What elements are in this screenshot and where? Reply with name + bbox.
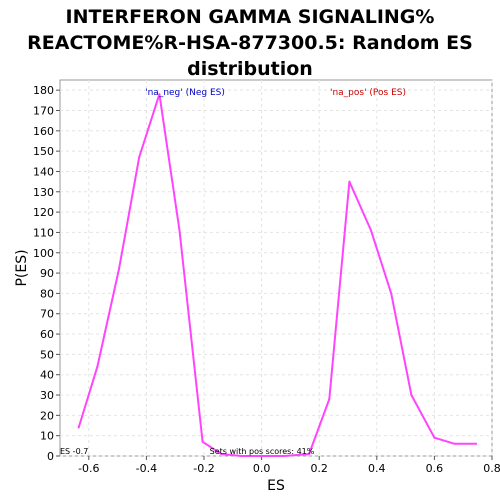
grid-lines [60, 80, 493, 457]
pos-scores-label: Sets with pos scores: 41% [210, 447, 315, 456]
data-point [118, 268, 121, 271]
y-tick-label: 180 [33, 84, 54, 97]
pos-es-label: 'na_pos' (Pos ES) [330, 88, 406, 98]
data-point [260, 455, 263, 457]
y-tick-label: 70 [40, 308, 54, 321]
data-point [370, 229, 373, 232]
x-tick-label: 0.4 [368, 462, 386, 475]
chart-title-line-1: INTERFERON GAMMA SIGNALING% [65, 6, 435, 28]
x-tick-label: -0.6 [78, 462, 99, 475]
y-tick-label: 170 [33, 104, 54, 117]
data-point [410, 394, 413, 397]
y-tick-label: 0 [47, 450, 54, 463]
data-point [158, 93, 161, 96]
y-tick-label: 100 [33, 247, 54, 260]
x-tick-label: -0.2 [193, 462, 214, 475]
data-point [220, 452, 223, 455]
x-tick-label: 0.8 [483, 462, 500, 475]
data-point [96, 365, 99, 368]
x-tick-label: 0.6 [426, 462, 444, 475]
es-marker-label: ES -0.7 [60, 447, 88, 456]
data-point [240, 455, 243, 457]
series-group [77, 93, 478, 457]
x-tick-label: 0.2 [310, 462, 328, 475]
y-tick-label: 50 [40, 348, 54, 361]
data-point [308, 452, 311, 455]
y-tick-label: 60 [40, 328, 54, 341]
y-tick-label: 120 [33, 206, 54, 219]
x-tick-label: -0.4 [136, 462, 157, 475]
data-point [328, 398, 331, 401]
y-tick-label: 80 [40, 287, 54, 300]
y-axis-label: P(ES) [14, 249, 30, 286]
x-axis-ticks: -0.6 -0.4 -0.2 0.0 0.2 0.4 0.6 0.8 [78, 456, 500, 475]
data-point [453, 442, 456, 445]
data-point [475, 442, 478, 445]
neg-es-label: 'na_neg' (Neg ES) [145, 88, 225, 98]
x-axis-label: ES [267, 478, 285, 494]
y-tick-label: 140 [33, 165, 54, 178]
y-axis-ticks: 0 10 20 30 40 50 60 70 80 90 100 110 120 130 140 150 160… [33, 84, 60, 463]
y-tick-label: 130 [33, 186, 54, 199]
data-point [390, 292, 393, 295]
data-point [201, 440, 204, 443]
y-tick-label: 40 [40, 369, 54, 382]
es-distribution-line [77, 93, 477, 457]
data-point [138, 156, 141, 159]
x-tick-label: 0.0 [253, 462, 271, 475]
y-tick-label: 160 [33, 125, 54, 138]
data-point [178, 229, 181, 232]
data-point [77, 426, 80, 429]
y-tick-label: 150 [33, 145, 54, 158]
y-tick-label: 10 [40, 430, 54, 443]
data-point [433, 436, 436, 439]
y-tick-label: 90 [40, 267, 54, 280]
chart-title-line-2: REACTOME%R-HSA-877300.5: Random ES [27, 32, 473, 54]
data-point [348, 180, 351, 183]
plot-area [59, 79, 493, 457]
y-tick-label: 110 [33, 226, 54, 239]
chart-title: INTERFERON GAMMA SIGNALING% REACTOME%R-H… [0, 4, 500, 82]
chart-title-line-3: distribution [187, 58, 313, 80]
y-tick-label: 20 [40, 409, 54, 422]
y-tick-label: 30 [40, 389, 54, 402]
data-point [283, 455, 286, 457]
